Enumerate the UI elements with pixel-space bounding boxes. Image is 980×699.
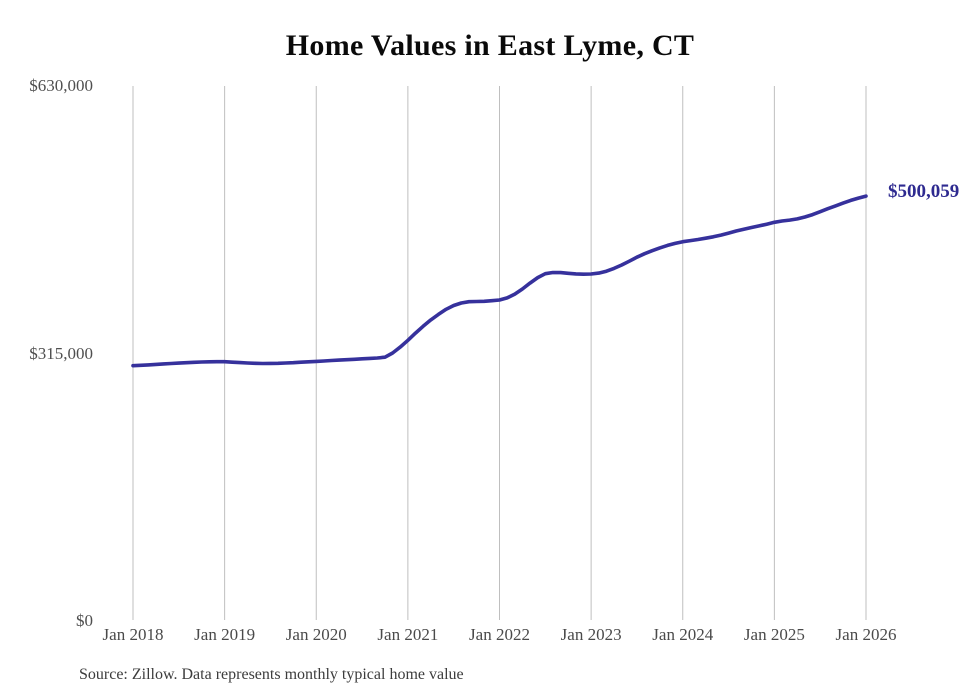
x-tick-label: Jan 2023 (560, 625, 622, 644)
end-value-label: $500,059 (888, 181, 960, 202)
x-tick-label: Jan 2018 (102, 625, 164, 644)
source-note: Source: Zillow. Data represents monthly … (79, 666, 464, 683)
x-tick-label: Jan 2019 (194, 625, 256, 644)
x-tick-label: Jan 2025 (743, 625, 805, 644)
x-tick-label: Jan 2021 (377, 625, 439, 644)
y-tick-label: $630,000 (29, 76, 93, 95)
x-tick-label: Jan 2020 (285, 625, 347, 644)
chart-title: Home Values in East Lyme, CT (285, 29, 695, 62)
x-tick-label: Jan 2022 (469, 625, 530, 644)
x-tick-label: Jan 2026 (835, 625, 897, 644)
y-tick-label: $0 (76, 611, 93, 630)
y-tick-label: $315,000 (29, 344, 93, 363)
value-line (131, 194, 868, 368)
x-tick-label: Jan 2024 (652, 625, 714, 644)
